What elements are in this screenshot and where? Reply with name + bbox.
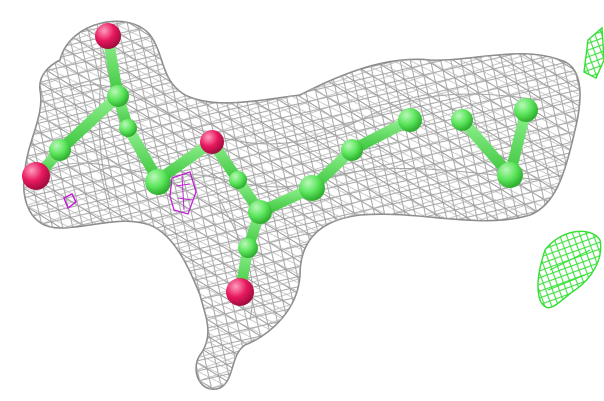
- oxygen-atom: [200, 130, 224, 154]
- bond: [54, 90, 124, 156]
- magenta-mesh-blob: [169, 171, 197, 215]
- green-mesh-bottom: [537, 230, 602, 309]
- carbon-atom: [49, 139, 71, 161]
- magenta-mesh-dot: [63, 192, 77, 210]
- carbon-atom: [514, 98, 538, 122]
- green-mesh-bottom-strand: [547, 249, 591, 291]
- ligand-atoms: [22, 23, 538, 306]
- oxygen-atom: [22, 162, 50, 190]
- carbon-atom: [341, 139, 363, 161]
- oxygen-atom: [95, 23, 121, 49]
- carbon-atom: [145, 169, 171, 195]
- carbon-atom: [497, 162, 523, 188]
- carbon-atom: [119, 119, 137, 137]
- carbon-atom: [238, 238, 258, 258]
- density-mesh-strand: [69, 84, 541, 145]
- carbon-atom: [248, 200, 272, 224]
- green-mesh-top: [583, 26, 604, 79]
- carbon-atom: [398, 108, 422, 132]
- density-mesh-strand: [49, 162, 541, 188]
- carbon-atom: [451, 109, 473, 131]
- difference-density-positive: [537, 26, 604, 309]
- density-mesh-overlay: [23, 21, 581, 390]
- oxygen-atom: [226, 278, 254, 306]
- difference-density-negative: [63, 171, 197, 215]
- density-mesh: [23, 20, 581, 390]
- carbon-atom: [229, 171, 247, 189]
- carbon-atom: [299, 175, 325, 201]
- carbon-atom: [107, 85, 129, 107]
- magenta-mesh-blob-inner: [175, 175, 193, 211]
